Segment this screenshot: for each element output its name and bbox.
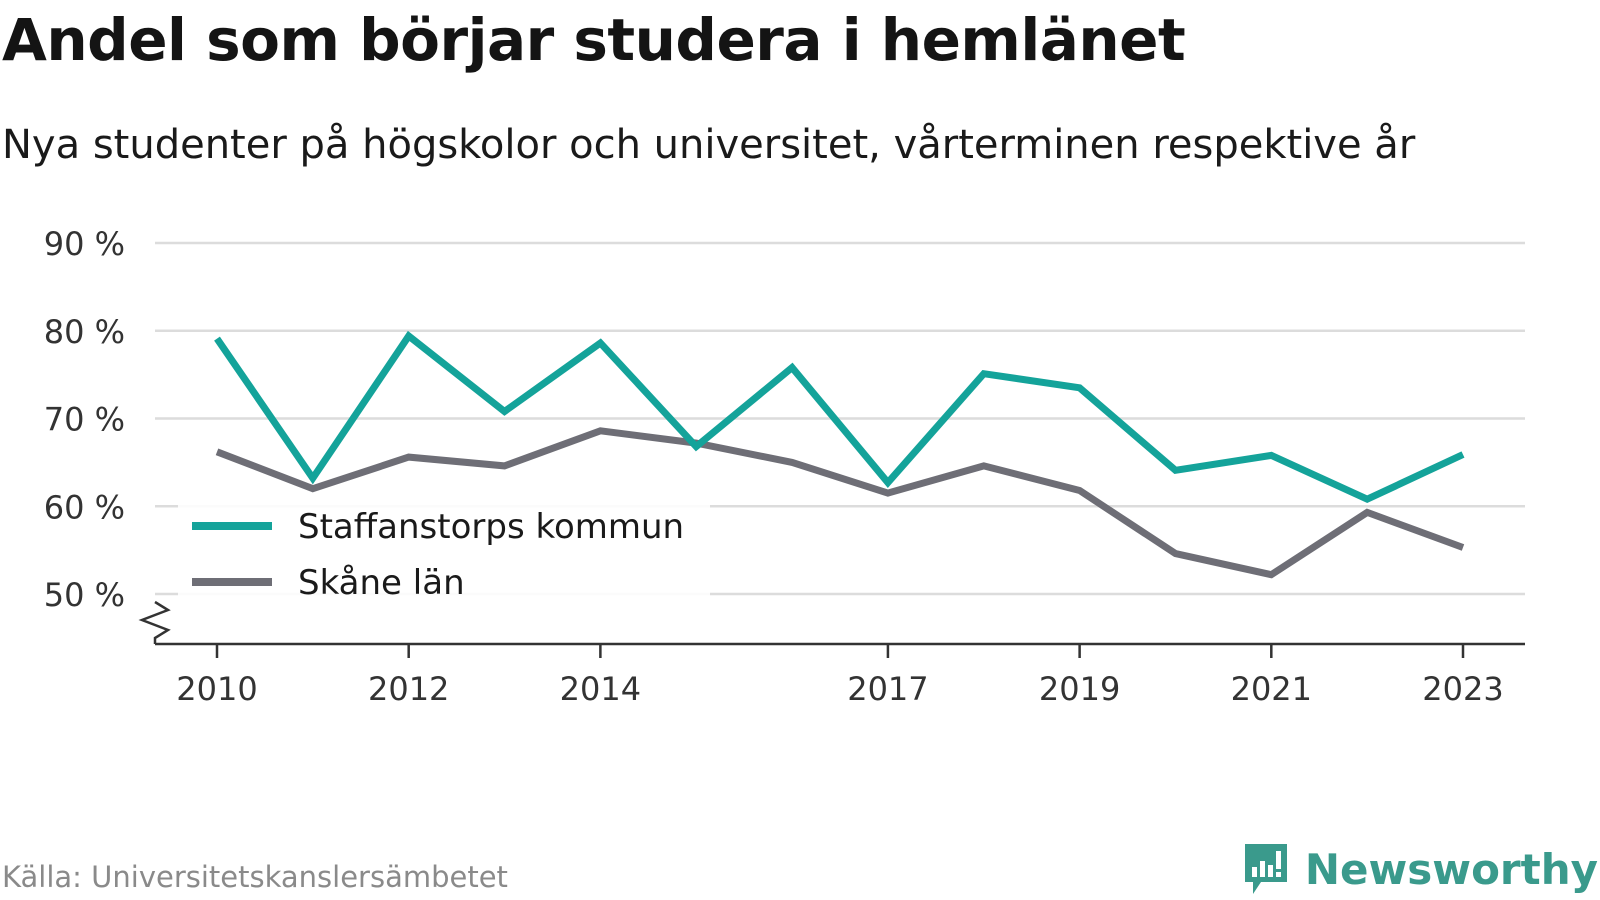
x-tick-label: 2014 xyxy=(560,670,641,708)
series-lines xyxy=(214,330,1465,579)
x-axis: 2010 2012 2014 2017 2019 2021 2023 xyxy=(138,600,1525,708)
y-tick-label: 80 % xyxy=(44,313,125,351)
brand-name: Newsworthy xyxy=(1304,844,1598,894)
x-tick-label: 2012 xyxy=(368,670,449,708)
series-line-skane xyxy=(215,427,1465,579)
legend: Staffanstorps kommun Skåne län xyxy=(178,500,710,603)
y-tick-label: 50 % xyxy=(44,576,125,614)
y-tick-label: 90 % xyxy=(44,225,125,263)
y-axis-labels: 50 % 60 % 70 % 80 % 90 % xyxy=(44,225,125,614)
x-tick-label: 2017 xyxy=(847,670,928,708)
axis-break-icon xyxy=(138,600,171,644)
x-tick-label: 2023 xyxy=(1422,670,1503,708)
source-note: Källa: Universitetskanslersämbetet xyxy=(2,860,508,894)
brand-logo: Newsworthy xyxy=(1241,842,1598,896)
legend-label: Staffanstorps kommun xyxy=(298,507,684,547)
x-tick-label: 2010 xyxy=(176,670,257,708)
series-line-staffanstorp xyxy=(214,330,1465,504)
x-tick-label: 2021 xyxy=(1231,670,1312,708)
chart-subtitle: Nya studenter på högskolor och universit… xyxy=(2,122,1416,168)
y-tick-label: 60 % xyxy=(44,488,125,526)
chart-title: Andel som börjar studera i hemlänet xyxy=(2,6,1186,74)
y-tick-label: 70 % xyxy=(44,401,125,439)
legend-label: Skåne län xyxy=(298,563,465,603)
newsworthy-logo-icon xyxy=(1244,844,1287,894)
x-tick-label: 2019 xyxy=(1039,670,1120,708)
